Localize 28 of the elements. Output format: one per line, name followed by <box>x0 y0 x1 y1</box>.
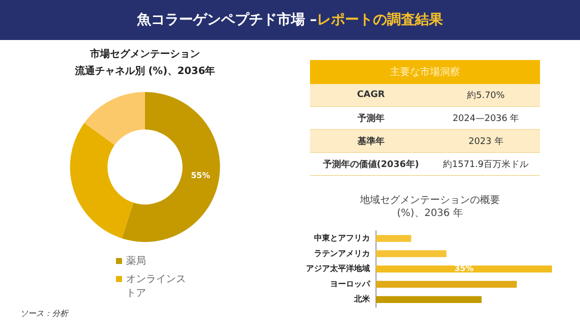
chart-subtitle: 流通チャネル別 (%)、2036年 <box>74 64 216 79</box>
y-tick-label: ラテンアメリカ <box>314 248 370 258</box>
bar <box>376 296 482 303</box>
text: 予測年 <box>310 106 432 130</box>
text: 2023 年 <box>432 130 540 152</box>
y-tick-label: ヨーロッパ <box>330 279 371 288</box>
legend-label: 薬局 <box>126 254 146 268</box>
bar <box>376 280 517 288</box>
text: 魚コラーゲンペプチド市場 – <box>137 11 317 29</box>
text: 予測年の価値(2036年) <box>310 152 432 176</box>
bar <box>376 266 552 272</box>
text: ソース：分析 <box>20 308 68 319</box>
chart-title: 地域セグメンテーションの概要 (%)、2036 年 <box>359 194 501 220</box>
chart-title: 市場セグメンテーション <box>89 47 201 62</box>
text: 基準年 <box>310 130 432 152</box>
text: 約1571.9百万米ドル <box>432 152 540 176</box>
bar <box>376 235 412 242</box>
data-label: 55% <box>190 170 210 180</box>
text: 約5.70% <box>432 84 540 106</box>
text: 2024—2036 年 <box>432 106 540 130</box>
bar <box>376 250 446 258</box>
text: 主要な市場洞察 <box>310 60 540 84</box>
y-tick-label: 北米 <box>353 294 371 304</box>
text: レポートの調査結果 <box>316 11 443 29</box>
y-tick-label: 中東とアフリカ <box>314 234 370 243</box>
y-tick-label: アジア太平洋地域 <box>306 264 370 274</box>
legend-label: オンラインストア <box>126 273 187 300</box>
text: CAGR <box>310 84 432 106</box>
